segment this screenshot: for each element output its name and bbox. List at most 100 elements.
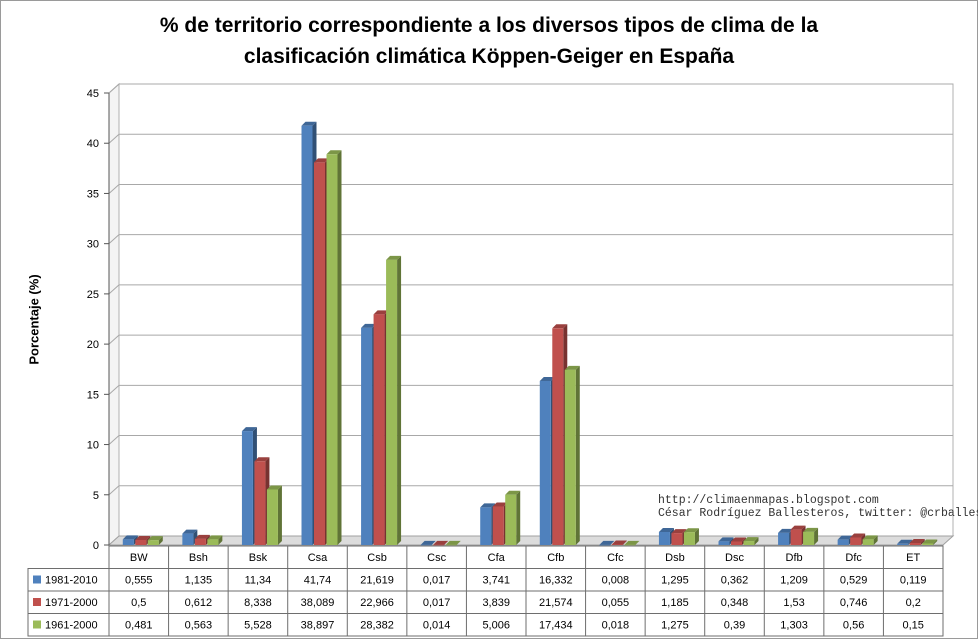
data-label: 11,34 bbox=[245, 575, 272, 587]
legend-label: 1971-2000 bbox=[45, 597, 98, 609]
gridline-diagonal bbox=[108, 133, 120, 144]
data-label: 1,53 bbox=[783, 597, 804, 609]
bar-csa-1971-2000-top bbox=[314, 158, 329, 163]
x-tick-label: Dfc bbox=[845, 552, 862, 564]
bar-cfc-1961-2000 bbox=[624, 544, 636, 546]
bar-dfc-1961-2000-top bbox=[862, 535, 878, 540]
data-label: 1,295 bbox=[661, 575, 689, 587]
data-label: 8,338 bbox=[244, 597, 272, 609]
bar-cfc-1971-2000-side bbox=[622, 540, 627, 545]
data-label: 0,15 bbox=[903, 620, 924, 632]
y-tick-label: 5 bbox=[93, 490, 99, 502]
bar-csb-1971-2000-top bbox=[373, 310, 389, 315]
bar-dsb-1971-2000 bbox=[671, 533, 683, 545]
bar-bw-1961-2000-top bbox=[147, 536, 163, 541]
x-tick-label: ET bbox=[906, 552, 920, 564]
bar-et-1971-2000 bbox=[909, 542, 921, 545]
y-tick-label: 10 bbox=[87, 440, 99, 452]
bar-dfb-1981-2010 bbox=[778, 532, 790, 545]
bar-dsb-1981-2010-top bbox=[658, 527, 674, 532]
bar-et-1981-2010 bbox=[897, 543, 909, 545]
bar-csc-1961-2000-top bbox=[445, 540, 461, 545]
x-tick-label: Cfa bbox=[488, 552, 506, 564]
bar-dfc-1961-2000 bbox=[862, 539, 874, 545]
x-tick-label: Dsb bbox=[665, 552, 685, 564]
bar-bw-1961-2000 bbox=[147, 540, 159, 545]
credit-author: César Rodríguez Ballesteros, twitter: @c… bbox=[658, 507, 978, 520]
data-label: 1,185 bbox=[661, 597, 689, 609]
data-label: 1,303 bbox=[780, 620, 808, 632]
bar-bw-1971-2000-top bbox=[135, 535, 151, 540]
data-label: 0,529 bbox=[840, 575, 868, 587]
bar-cfa-1961-2000-top bbox=[505, 490, 521, 495]
bar-dsb-1961-2000-side bbox=[694, 528, 699, 545]
bar-dfb-1961-2000-side bbox=[814, 527, 819, 545]
x-tick-label: Csa bbox=[308, 552, 328, 564]
data-label: 0,555 bbox=[125, 575, 153, 587]
data-label: 0,017 bbox=[423, 597, 451, 609]
bar-dsb-1971-2000-top bbox=[671, 529, 687, 534]
bar-csb-1981-2010-top bbox=[361, 323, 377, 328]
data-label: 0,39 bbox=[724, 620, 745, 632]
bar-cfa-1981-2010-top bbox=[480, 503, 496, 508]
data-label: 3,741 bbox=[482, 575, 510, 587]
x-tick-label: Csb bbox=[367, 552, 387, 564]
gridline-diagonal bbox=[108, 435, 120, 445]
chart-title-line1: % de territorio correspondiente a los di… bbox=[159, 14, 819, 37]
bar-dsc-1971-2000 bbox=[731, 541, 742, 545]
bar-csc-1981-2010-side bbox=[431, 540, 436, 545]
bar-dfc-1981-2010 bbox=[837, 539, 849, 545]
data-label: 41,74 bbox=[304, 575, 332, 587]
bar-cfb-1961-2000 bbox=[564, 369, 576, 545]
data-label: 0,2 bbox=[906, 597, 921, 609]
data-label: 0,612 bbox=[185, 597, 213, 609]
bar-bsk-1961-2000-side bbox=[277, 485, 282, 545]
data-label: 1,275 bbox=[661, 620, 689, 632]
bar-bsh-1961-2000-side bbox=[218, 535, 223, 545]
data-label: 0,008 bbox=[602, 575, 630, 587]
bar-dfc-1961-2000-side bbox=[873, 535, 878, 545]
bar-bw-1971-2000 bbox=[135, 539, 147, 545]
bar-et-1981-2010-side bbox=[908, 539, 913, 545]
bar-bsk-1971-2000-top bbox=[254, 457, 270, 462]
x-tick-label: Cfc bbox=[607, 552, 624, 564]
bar-csc-1981-2010-top bbox=[420, 540, 436, 545]
bar-bsh-1961-2000-top bbox=[207, 535, 223, 540]
data-label: 5,528 bbox=[244, 620, 272, 632]
bar-dfb-1961-2000 bbox=[803, 531, 815, 545]
bar-cfb-1971-2000-top bbox=[552, 324, 568, 329]
bar-cfc-1961-2000-top bbox=[624, 540, 640, 545]
bar-dsb-1981-2010 bbox=[658, 531, 670, 545]
data-label: 0,055 bbox=[602, 597, 630, 609]
y-tick-label: 45 bbox=[87, 88, 99, 100]
y-tick-label: 25 bbox=[87, 289, 99, 301]
bar-dsc-1961-2000-top bbox=[743, 537, 759, 542]
credit-url: http://climaenmapas.blogspot.com bbox=[658, 494, 879, 507]
data-label: 16,332 bbox=[539, 575, 573, 587]
bar-cfc-1971-2000-top bbox=[611, 540, 627, 545]
bar-cfc-1981-2010-side bbox=[610, 540, 615, 545]
data-label: 0,362 bbox=[721, 575, 749, 587]
bar-dfb-1971-2000 bbox=[790, 529, 802, 545]
bar-dfb-1971-2000-top bbox=[790, 525, 806, 530]
bar-csc-1961-2000 bbox=[445, 544, 457, 546]
y-tick-label: 35 bbox=[87, 188, 99, 200]
bar-csc-1971-2000-side bbox=[444, 540, 449, 545]
x-tick-label: Dsc bbox=[725, 552, 744, 564]
y-tick-label: 30 bbox=[87, 239, 99, 251]
x-tick-label: Cfb bbox=[547, 552, 564, 564]
data-label: 0,56 bbox=[843, 620, 864, 632]
bar-bsk-1961-2000-top bbox=[266, 485, 282, 490]
y-tick-label: 0 bbox=[93, 540, 99, 552]
bar-csa-1961-2000-top bbox=[326, 150, 342, 155]
bar-dsc-1981-2010 bbox=[718, 541, 730, 545]
bar-csc-1971-2000-top bbox=[433, 540, 449, 545]
bar-dsb-1961-2000 bbox=[683, 532, 695, 545]
bar-dsc-1981-2010-top bbox=[718, 537, 734, 542]
bar-csc-1981-2010 bbox=[420, 544, 432, 546]
y-tick-label: 20 bbox=[87, 339, 99, 351]
bar-cfc-1971-2000 bbox=[611, 544, 623, 545]
bar-cfa-1981-2010 bbox=[480, 507, 492, 545]
bar-csa-1981-2010 bbox=[301, 125, 313, 546]
